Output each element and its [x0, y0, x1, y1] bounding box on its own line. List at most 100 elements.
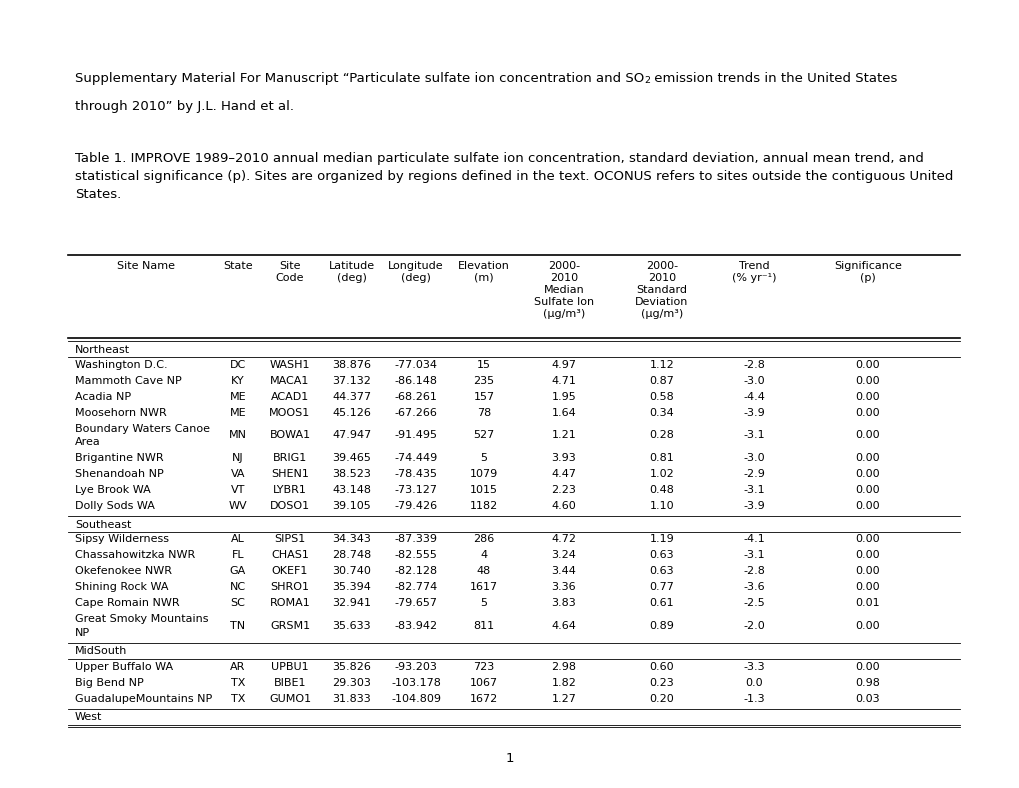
Text: (μg/m³): (μg/m³) [542, 309, 585, 319]
Text: 3.93: 3.93 [551, 452, 576, 463]
Text: MACA1: MACA1 [270, 376, 310, 385]
Text: (deg): (deg) [336, 273, 367, 283]
Text: Mammoth Cave NP: Mammoth Cave NP [75, 376, 181, 385]
Text: 5: 5 [480, 452, 487, 463]
Text: 2.98: 2.98 [551, 661, 576, 671]
Text: Big Bend NP: Big Bend NP [75, 678, 144, 687]
Text: Chassahowitzka NWR: Chassahowitzka NWR [75, 551, 195, 560]
Text: ROMA1: ROMA1 [269, 599, 310, 608]
Text: KY: KY [231, 376, 245, 385]
Text: 0.00: 0.00 [855, 485, 879, 495]
Text: 0.89: 0.89 [649, 621, 674, 631]
Text: Supplementary Material For Manuscript “Particulate sulfate ion concentration and: Supplementary Material For Manuscript “P… [75, 72, 644, 85]
Text: -79.426: -79.426 [394, 500, 437, 511]
Text: 0.01: 0.01 [855, 599, 879, 608]
Text: 39.465: 39.465 [332, 452, 371, 463]
Text: (% yr⁻¹): (% yr⁻¹) [731, 273, 775, 283]
Text: 1015: 1015 [470, 485, 497, 495]
Text: -3.1: -3.1 [743, 551, 764, 560]
Text: 0.00: 0.00 [855, 621, 879, 631]
Text: 0.03: 0.03 [855, 693, 879, 704]
Text: -68.261: -68.261 [394, 392, 437, 402]
Text: Table 1. IMPROVE 1989–2010 annual median particulate sulfate ion concentration, : Table 1. IMPROVE 1989–2010 annual median… [75, 152, 923, 165]
Text: Dolly Sods WA: Dolly Sods WA [75, 500, 155, 511]
Text: 0.87: 0.87 [649, 376, 674, 385]
Text: (m): (m) [474, 273, 493, 283]
Text: 0.63: 0.63 [649, 567, 674, 577]
Text: Brigantine NWR: Brigantine NWR [75, 452, 163, 463]
Text: 43.148: 43.148 [332, 485, 371, 495]
Text: Area: Area [75, 437, 101, 447]
Text: WV: WV [228, 500, 247, 511]
Text: -79.657: -79.657 [394, 599, 437, 608]
Text: 0.28: 0.28 [649, 430, 674, 440]
Text: 157: 157 [473, 392, 494, 402]
Text: through 2010” by J.L. Hand et al.: through 2010” by J.L. Hand et al. [75, 100, 293, 113]
Text: 38.523: 38.523 [332, 469, 371, 478]
Text: 4.97: 4.97 [551, 359, 576, 370]
Text: 0.00: 0.00 [855, 551, 879, 560]
Text: Upper Buffalo WA: Upper Buffalo WA [75, 661, 173, 671]
Text: 3.44: 3.44 [551, 567, 576, 577]
Text: MidSouth: MidSouth [75, 646, 127, 656]
Text: statistical significance (p). Sites are organized by regions defined in the text: statistical significance (p). Sites are … [75, 170, 953, 183]
Text: DC: DC [229, 359, 246, 370]
Text: ME: ME [229, 407, 246, 418]
Text: 0.00: 0.00 [855, 567, 879, 577]
Text: 286: 286 [473, 534, 494, 545]
Text: 0.00: 0.00 [855, 582, 879, 593]
Text: 0.98: 0.98 [855, 678, 879, 687]
Text: 48: 48 [477, 567, 490, 577]
Text: 30.740: 30.740 [332, 567, 371, 577]
Text: 31.833: 31.833 [332, 693, 371, 704]
Text: -104.809: -104.809 [390, 693, 440, 704]
Text: States.: States. [75, 188, 121, 201]
Text: emission trends in the United States: emission trends in the United States [650, 72, 897, 85]
Text: 235: 235 [473, 376, 494, 385]
Text: 811: 811 [473, 621, 494, 631]
Text: Northeast: Northeast [75, 344, 130, 355]
Text: Site: Site [279, 261, 301, 271]
Text: 37.132: 37.132 [332, 376, 371, 385]
Text: 1672: 1672 [470, 693, 497, 704]
Text: Great Smoky Mountains: Great Smoky Mountains [75, 615, 208, 625]
Text: 1: 1 [505, 752, 514, 765]
Text: 0.77: 0.77 [649, 582, 674, 593]
Text: FL: FL [231, 551, 245, 560]
Text: Standard: Standard [636, 285, 687, 295]
Text: Longitude: Longitude [388, 261, 443, 271]
Text: CHAS1: CHAS1 [271, 551, 309, 560]
Text: -2.9: -2.9 [742, 469, 764, 478]
Text: Trend: Trend [738, 261, 768, 271]
Text: 2010: 2010 [647, 273, 676, 283]
Text: Elevation: Elevation [458, 261, 510, 271]
Text: 1.02: 1.02 [649, 469, 674, 478]
Text: 34.343: 34.343 [332, 534, 371, 545]
Text: State: State [223, 261, 253, 271]
Text: 0.00: 0.00 [855, 500, 879, 511]
Text: AR: AR [230, 661, 246, 671]
Text: 35.394: 35.394 [332, 582, 371, 593]
Text: BIBE1: BIBE1 [273, 678, 306, 687]
Text: LYBR1: LYBR1 [273, 485, 307, 495]
Text: Washington D.C.: Washington D.C. [75, 359, 167, 370]
Text: -93.203: -93.203 [394, 661, 437, 671]
Text: 0.00: 0.00 [855, 452, 879, 463]
Text: 1.95: 1.95 [551, 392, 576, 402]
Text: 47.947: 47.947 [332, 430, 371, 440]
Text: 1.27: 1.27 [551, 693, 576, 704]
Text: 35.633: 35.633 [332, 621, 371, 631]
Text: 0.00: 0.00 [855, 359, 879, 370]
Text: Sulfate Ion: Sulfate Ion [533, 297, 593, 307]
Text: VA: VA [230, 469, 245, 478]
Text: Median: Median [543, 285, 584, 295]
Text: -3.0: -3.0 [743, 452, 764, 463]
Text: 4: 4 [480, 551, 487, 560]
Text: 0.00: 0.00 [855, 376, 879, 385]
Text: Shenandoah NP: Shenandoah NP [75, 469, 164, 478]
Text: 0.61: 0.61 [649, 599, 674, 608]
Text: NC: NC [229, 582, 246, 593]
Text: 32.941: 32.941 [332, 599, 371, 608]
Text: 2000-: 2000- [547, 261, 580, 271]
Text: 2000-: 2000- [645, 261, 678, 271]
